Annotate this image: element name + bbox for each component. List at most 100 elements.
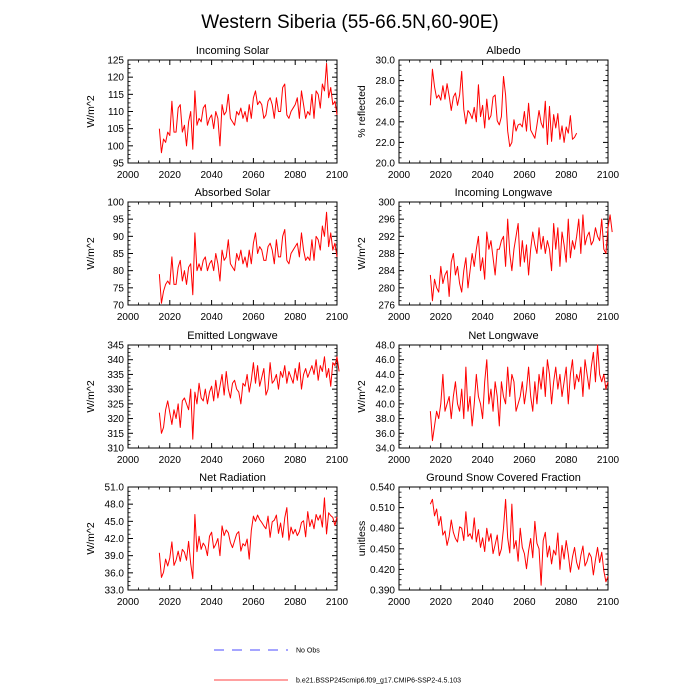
- x-tick-label: 2080: [555, 170, 578, 181]
- y-tick-label: 28.0: [376, 76, 396, 87]
- series-line: [429, 214, 613, 302]
- y-tick-label: 100: [107, 141, 124, 152]
- y-tick-label: 280: [378, 283, 395, 294]
- plot-frame: [398, 486, 609, 591]
- x-tick-label: 2080: [284, 597, 307, 608]
- y-tick-label: 0.540: [370, 483, 395, 494]
- x-tick-label: 2060: [513, 312, 536, 323]
- x-tick-label: 2040: [471, 597, 494, 608]
- panel-ground-snow-covered-fraction: Ground Snow Covered Fraction 0.390 0.420 0.…: [356, 472, 620, 608]
- legend: No Obs b.e21.BSSP245cmip6.f09_g17.CMIP6-…: [214, 648, 461, 685]
- x-tick-label: 2020: [159, 455, 182, 466]
- x-tick-label: 2060: [242, 597, 265, 608]
- y-tick-label: 48.0: [105, 500, 125, 511]
- panel-title: Net Longwave: [468, 330, 538, 342]
- y-tick-label: 51.0: [105, 483, 125, 494]
- y-tick-label: 330: [107, 385, 124, 396]
- x-tick-label: 2060: [513, 170, 536, 181]
- y-tick-label: 36.0: [376, 429, 396, 440]
- x-tick-label: 2040: [471, 455, 494, 466]
- series-line: [429, 344, 609, 442]
- x-tick-label: 2080: [555, 455, 578, 466]
- y-tick-label: 45.0: [105, 517, 125, 528]
- y-tick-label: 22.0: [376, 138, 396, 149]
- x-tick-label: 2000: [388, 455, 411, 466]
- x-tick-label: 2080: [555, 597, 578, 608]
- y-tick-label: 105: [107, 124, 124, 135]
- y-axis-label: unitless: [356, 521, 368, 557]
- x-tick-label: 2060: [242, 455, 265, 466]
- series-line: [158, 356, 340, 440]
- y-tick-label: 340: [107, 355, 124, 366]
- y-tick-label: 42.0: [105, 534, 125, 545]
- y-axis-label: W/m^2: [85, 95, 97, 128]
- series-line: [158, 211, 338, 304]
- x-tick-label: 2100: [326, 597, 349, 608]
- y-tick-label: 26.0: [376, 97, 396, 108]
- x-tick-label: 2000: [388, 312, 411, 323]
- y-axis-label: W/m^2: [356, 380, 368, 413]
- y-axis-label: W/m^2: [85, 380, 97, 413]
- plot-frame: [127, 59, 338, 164]
- y-tick-label: 345: [107, 341, 124, 352]
- legend-obs-label: No Obs: [296, 648, 320, 655]
- y-tick-label: 44.0: [376, 370, 396, 381]
- x-tick-label: 2080: [284, 312, 307, 323]
- y-tick-label: 100: [107, 198, 124, 209]
- x-tick-label: 2080: [555, 312, 578, 323]
- y-tick-label: 296: [378, 215, 395, 226]
- panel-title: Ground Snow Covered Fraction: [426, 472, 581, 484]
- y-tick-label: 34.0: [376, 444, 396, 455]
- y-tick-label: 48.0: [376, 341, 396, 352]
- plot-frame: [398, 201, 609, 306]
- x-tick-label: 2100: [597, 455, 620, 466]
- x-tick-label: 2000: [117, 312, 140, 323]
- series-line: [158, 497, 338, 580]
- plot-frame: [398, 59, 609, 164]
- x-tick-label: 2060: [513, 597, 536, 608]
- y-tick-label: 36.0: [105, 568, 125, 579]
- x-tick-label: 2080: [284, 170, 307, 181]
- y-tick-label: 95: [113, 159, 125, 170]
- y-tick-label: 315: [107, 429, 124, 440]
- x-tick-label: 2000: [117, 455, 140, 466]
- figure-title: Western Siberia (55-66.5N,60-90E): [201, 12, 498, 33]
- panel-incoming-longwave: Incoming Longwave 276 280 284 288 292 296 300 20…: [356, 187, 620, 323]
- y-tick-label: 95: [113, 215, 125, 226]
- x-tick-label: 2020: [159, 312, 182, 323]
- x-tick-label: 2020: [159, 597, 182, 608]
- plot-frame: [127, 344, 338, 449]
- x-tick-label: 2060: [242, 312, 265, 323]
- panel-title: Albedo: [486, 45, 520, 57]
- x-tick-label: 2040: [200, 312, 223, 323]
- y-tick-label: 115: [108, 90, 124, 101]
- panel-title: Emitted Longwave: [187, 330, 278, 342]
- y-tick-label: 335: [107, 370, 124, 381]
- y-tick-label: 85: [113, 249, 125, 260]
- x-tick-label: 2100: [597, 312, 620, 323]
- y-tick-label: 292: [378, 232, 395, 243]
- x-tick-label: 2020: [430, 312, 453, 323]
- y-tick-label: 0.450: [370, 544, 395, 555]
- x-tick-label: 2020: [430, 170, 453, 181]
- y-tick-label: 38.0: [376, 414, 396, 425]
- y-axis-label: W/m^2: [356, 237, 368, 270]
- y-axis-label: W/m^2: [85, 522, 97, 555]
- panel-albedo: Albedo 20.0 22.0 24.0 26.0 28.0 30.0 2000 2020 20…: [356, 45, 620, 181]
- y-tick-label: 325: [107, 399, 124, 410]
- x-tick-label: 2060: [513, 455, 536, 466]
- y-tick-label: 0.510: [370, 503, 395, 514]
- x-tick-label: 2020: [430, 455, 453, 466]
- y-tick-label: 42.0: [376, 385, 396, 396]
- y-tick-label: 110: [108, 107, 124, 118]
- legend-model-label: b.e21.BSSP245cmip6.f09_g17.CMIP6-SSP2-4.…: [296, 678, 461, 685]
- y-tick-label: 30.0: [376, 56, 396, 67]
- y-tick-label: 24.0: [376, 117, 396, 128]
- y-tick-label: 120: [107, 73, 124, 84]
- x-tick-label: 2000: [117, 597, 140, 608]
- y-tick-label: 46.0: [376, 355, 396, 366]
- x-tick-label: 2060: [242, 170, 265, 181]
- y-tick-label: 39.0: [105, 551, 125, 562]
- y-tick-label: 90: [113, 232, 125, 243]
- x-tick-label: 2040: [200, 170, 223, 181]
